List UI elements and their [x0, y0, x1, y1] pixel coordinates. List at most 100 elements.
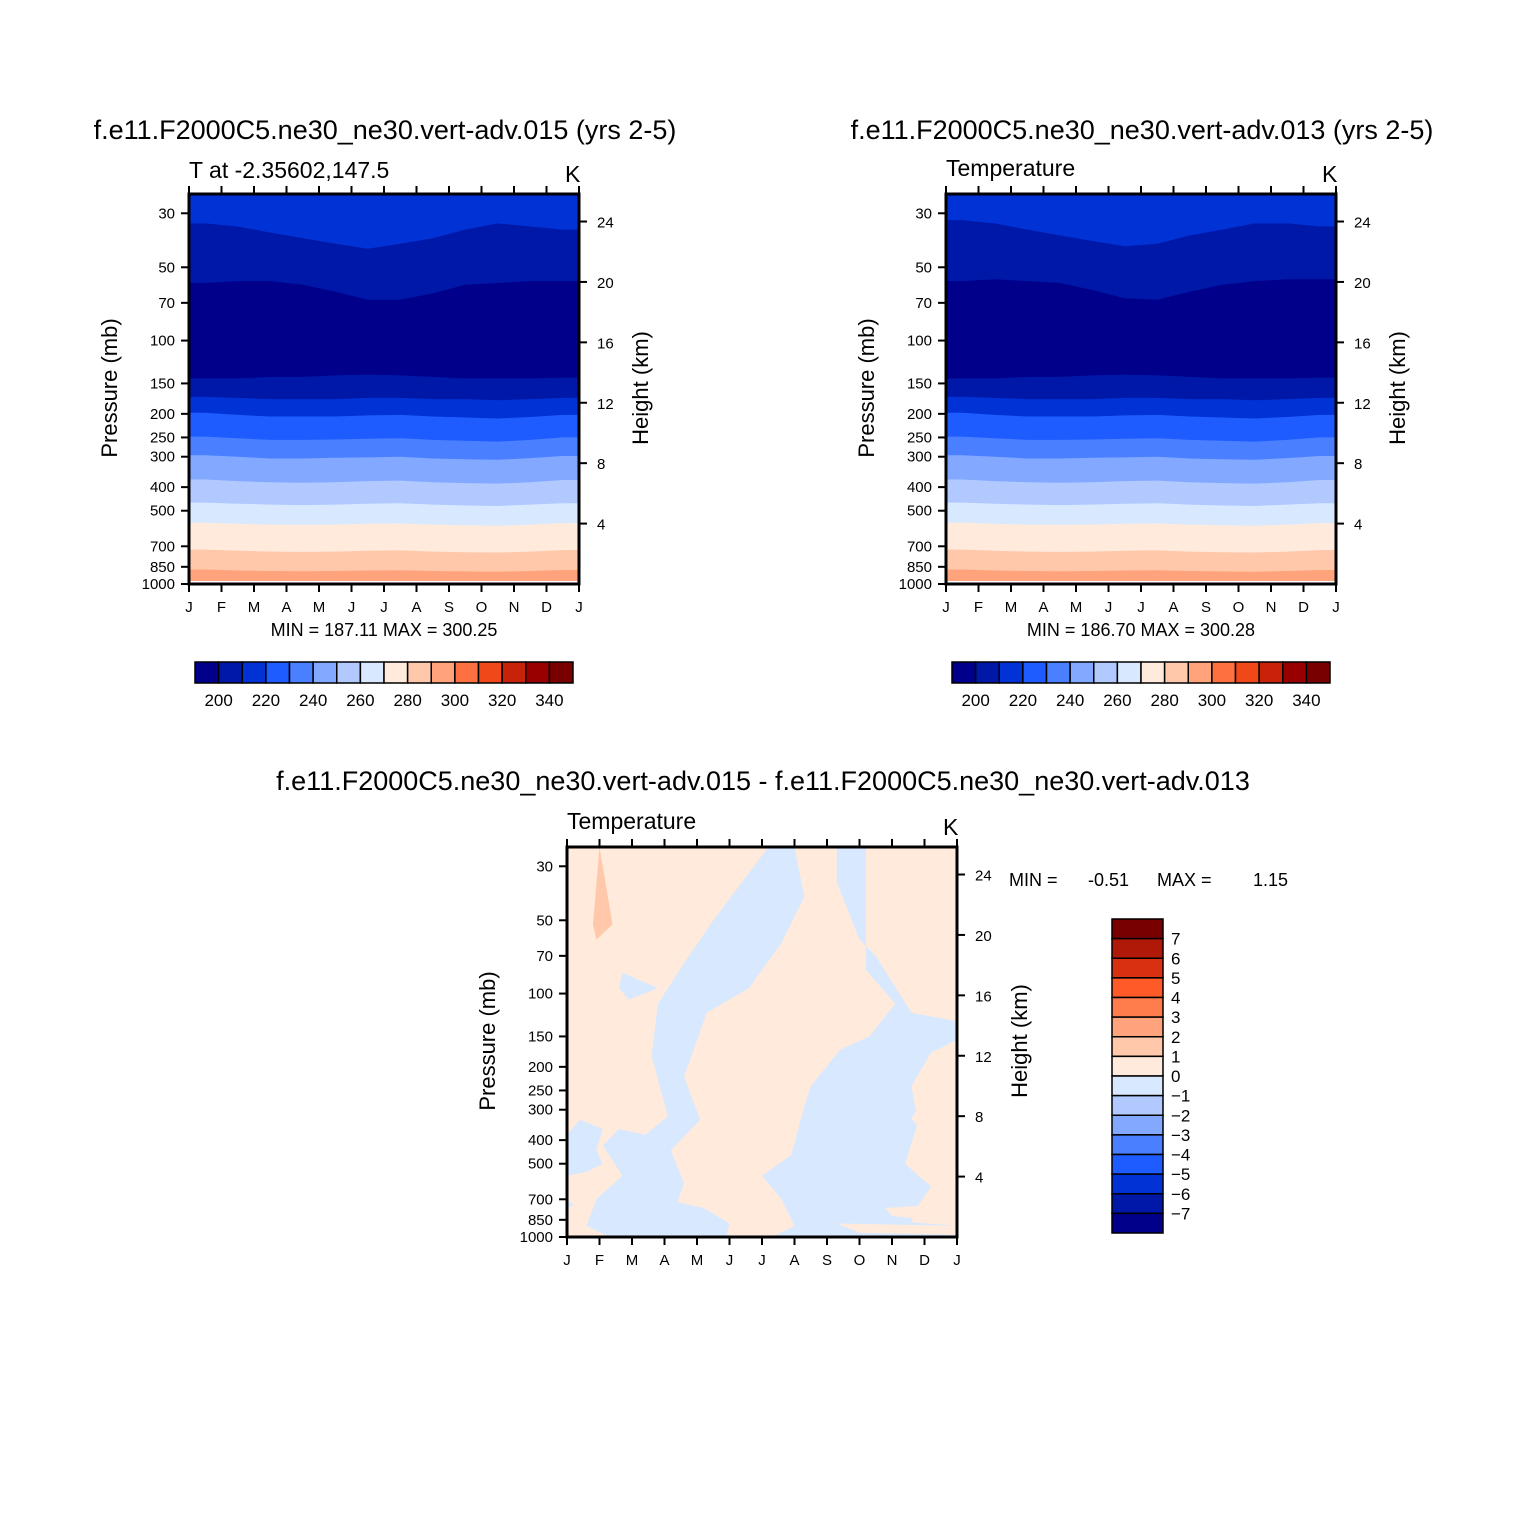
panel-3-x-tick-label: O [854, 1252, 866, 1269]
panel-3-stats-min: -0.51 [1088, 870, 1129, 890]
panel-3-colorbar-label: −4 [1171, 1146, 1190, 1165]
panel-1-colorbar: 200 220 240 260 280 300 320 340 [194, 661, 574, 710]
panel-3-x-tick-label: J [758, 1252, 766, 1269]
panel-2-colorbar-box [1140, 661, 1166, 684]
panel-3-colorbar-box [1111, 1036, 1164, 1058]
panel-1-colorbar-box [336, 661, 362, 684]
panel-1-y2-tick-label: 12 [597, 396, 614, 413]
panel-2-x-tick-label: A [1168, 599, 1178, 616]
panel-3-ylabel: Pressure (mb) [475, 971, 500, 1110]
panel-3-y-tick-label: 150 [528, 1028, 553, 1045]
panel-2-ylabel2: Height (km) [1385, 331, 1410, 445]
panel-1-y-tick-label: 250 [150, 429, 175, 446]
panel-3-colorbar-label: −6 [1171, 1185, 1190, 1204]
panel-1: f.e11.F2000C5.ne30_ne30.vert-adv.015 (yr… [94, 115, 677, 710]
panel-1-colorbar-box [194, 661, 220, 684]
panel-2-y2-tick-label: 4 [1354, 517, 1362, 534]
panel-1-axes: J F M A M J J A S O N D J 30 50 70 100 150 200 250 300 400 500… [142, 186, 614, 616]
panel-3-negative-region [619, 972, 658, 1000]
panel-2-y-tick-label: 1000 [899, 576, 932, 593]
panel-1-y2-tick-label: 20 [597, 275, 614, 292]
panel-1-y-tick-label: 1000 [142, 576, 175, 593]
panel-1-ylabel2: Height (km) [628, 331, 653, 445]
panel-3-y2-tick-label: 12 [975, 1049, 992, 1066]
panel-1-x-tick-label: S [444, 599, 454, 616]
panel-3-y-tick-label: 100 [528, 986, 553, 1003]
panel-2-colorbar-label: 280 [1150, 691, 1178, 710]
panel-1-x-tick-label: N [509, 599, 520, 616]
panel-1-colorbar-box [217, 661, 243, 684]
panel-3-stats-max: 1.15 [1253, 870, 1288, 890]
panel-1-colorbar-box [501, 661, 527, 684]
panel-3-plot-area [567, 847, 957, 1237]
panel-2-colorbar-label: 320 [1245, 691, 1273, 710]
panel-1-y-tick-label: 700 [150, 538, 175, 555]
panel-1-colorbar-box [548, 661, 574, 684]
panel-2-y-tick-label: 30 [915, 205, 932, 222]
panel-2-colorbar-box [1069, 661, 1095, 684]
panel-1-y-tick-label: 70 [158, 295, 175, 312]
panel-1-x-tick-label: M [248, 599, 261, 616]
panel-2-x-tick-label: J [1332, 599, 1340, 616]
panel-3-colorbar-label: 2 [1171, 1028, 1180, 1047]
panel-2-y-tick-label: 100 [907, 333, 932, 350]
panel-3-y2-tick-label: 4 [975, 1170, 983, 1187]
panel-2-x-tick-label: J [1105, 599, 1113, 616]
panel-1-colorbar-label: 260 [346, 691, 374, 710]
panel-2: f.e11.F2000C5.ne30_ne30.vert-adv.013 (yr… [851, 115, 1434, 710]
panel-1-y-tick-label: 850 [150, 559, 175, 576]
panel-2-colorbar-label: 220 [1009, 691, 1037, 710]
panel-2-colorbar-box [1282, 661, 1308, 684]
panel-2-x-tick-label: N [1266, 599, 1277, 616]
panel-3-y2-tick-label: 24 [975, 868, 992, 885]
panel-2-y-tick-label: 700 [907, 538, 932, 555]
panel-2-x-tick-label: J [942, 599, 950, 616]
panel-1-x-tick-label: M [313, 599, 326, 616]
panel-2-colorbar-box [1116, 661, 1142, 684]
panel-1-units: K [565, 161, 581, 187]
panel-3-colorbar-label: −3 [1171, 1126, 1190, 1145]
panel-3-x-tick-label: F [595, 1252, 604, 1269]
panel-2-y-tick-label: 50 [915, 259, 932, 276]
panel-2-x-tick-label: S [1201, 599, 1211, 616]
panel-1-colorbar-box [477, 661, 503, 684]
panel-3-colorbar-label: 7 [1171, 930, 1180, 949]
panel-3-x-tick-label: N [887, 1252, 898, 1269]
panel-1-x-tick-label: J [185, 599, 193, 616]
panel-1-colorbar-label: 320 [488, 691, 516, 710]
panel-1-x-tick-label: F [217, 599, 226, 616]
panel-2-plot-area [946, 194, 1336, 584]
panel-3-colorbar-box [1111, 937, 1164, 959]
panel-3-colorbar-box [1111, 1016, 1164, 1038]
panel-3-stats-max-label: MAX = [1157, 870, 1212, 890]
panel-3-colorbar-box [1111, 1094, 1164, 1116]
panel-3-colorbar-label: −5 [1171, 1165, 1190, 1184]
panel-3-y2-tick-label: 8 [975, 1109, 983, 1126]
panel-2-colorbar-label: 260 [1103, 691, 1131, 710]
panel-2-colorbar-label: 340 [1292, 691, 1320, 710]
panel-3-positive-region [918, 1154, 954, 1176]
panel-2-x-tick-label: O [1233, 599, 1245, 616]
panel-3: f.e11.F2000C5.ne30_ne30.vert-adv.015 - f… [276, 766, 1288, 1269]
panel-3-colorbar-box [1111, 1055, 1164, 1077]
panel-1-colorbar-label: 280 [393, 691, 421, 710]
panel-1-colorbar-box [383, 661, 409, 684]
panel-1-left-subtitle: T at -2.35602,147.5 [189, 157, 389, 183]
panel-3-warm-region [593, 847, 613, 940]
panel-3-negative-region [586, 847, 805, 1237]
panel-3-colorbar-label: 5 [1171, 969, 1180, 988]
panel-2-x-tick-label: J [1137, 599, 1145, 616]
panel-3-colorbar-box [1111, 957, 1164, 979]
panel-3-axes: J F M A M J J A S O N D J 30 50 70 100 150 200 250 300 400 500… [520, 839, 992, 1269]
panel-2-ylabel: Pressure (mb) [854, 318, 879, 457]
panel-2-colorbar-box [1305, 661, 1331, 684]
panel-3-positive-region [911, 1081, 957, 1141]
panel-2-x-tick-label: F [974, 599, 983, 616]
panel-3-stats-min-label: MIN = [1009, 870, 1058, 890]
panel-3-colorbar-box [1111, 1173, 1164, 1195]
panel-1-y2-tick-label: 4 [597, 517, 605, 534]
panel-1-plot-area [189, 194, 579, 584]
panel-2-colorbar-box [1093, 661, 1119, 684]
panel-2-colorbar-box [1211, 661, 1237, 684]
panel-2-y-tick-label: 400 [907, 479, 932, 496]
